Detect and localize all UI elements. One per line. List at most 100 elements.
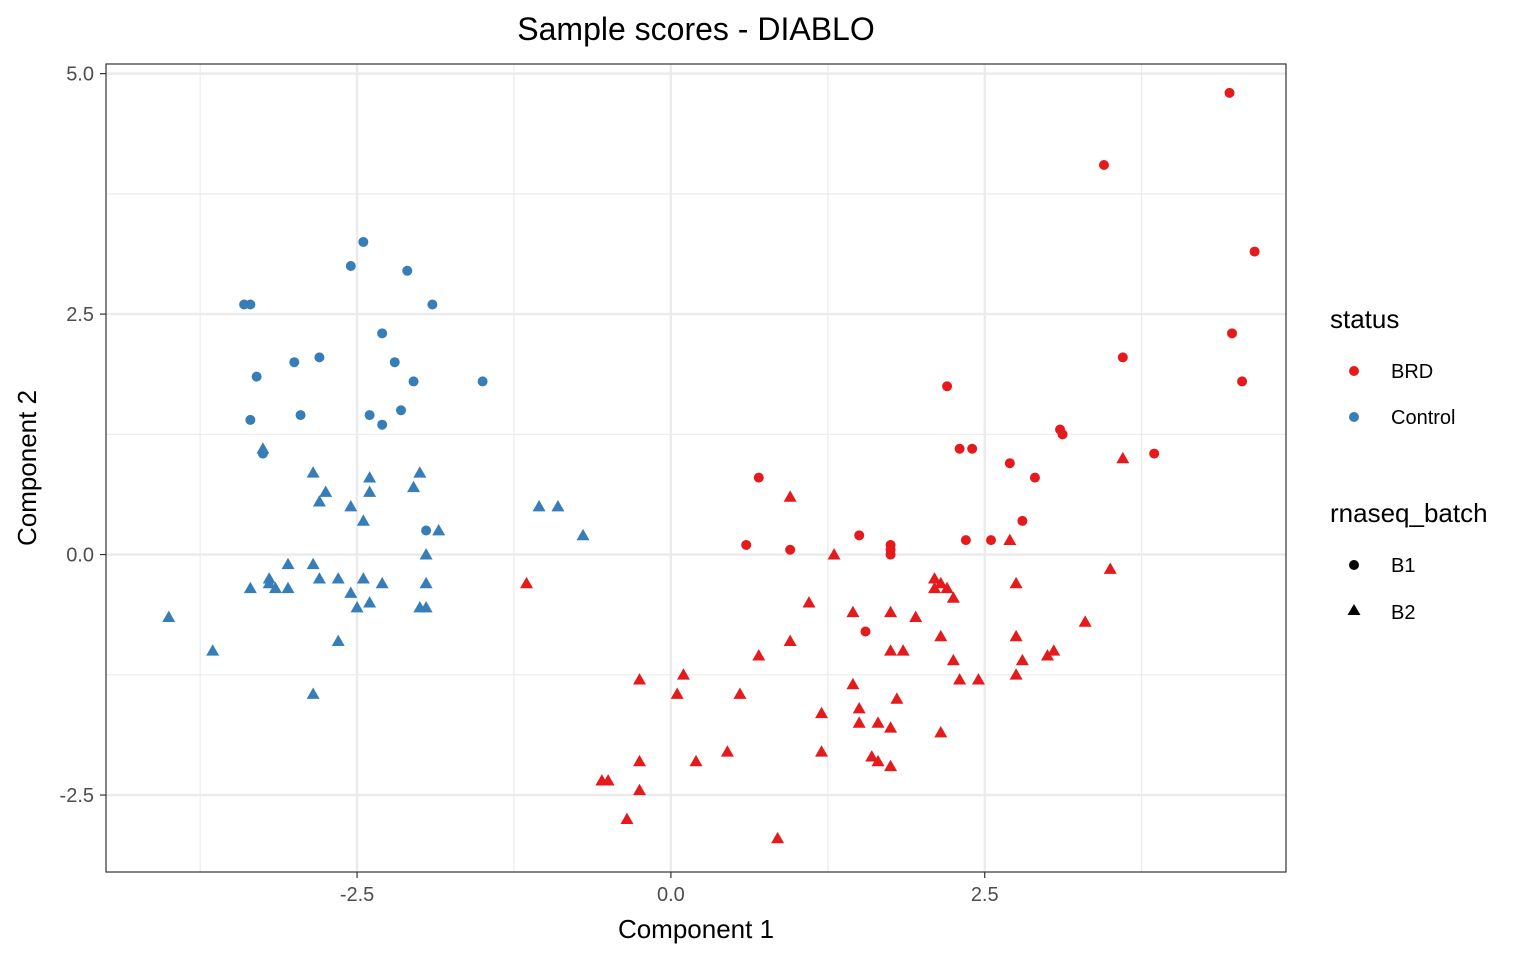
- point-brd-b2: [520, 576, 534, 589]
- point-brd-b1: [753, 472, 764, 483]
- point-control-b1: [408, 376, 419, 387]
- point-brd-b2: [1040, 649, 1054, 661]
- point-control-b2: [206, 644, 220, 656]
- point-brd-b1: [1237, 376, 1248, 387]
- legend-b2-label: B2: [1391, 602, 1415, 624]
- point-brd-b2: [783, 634, 797, 647]
- point-brd-b2: [934, 576, 948, 589]
- point-brd-b1: [885, 544, 896, 555]
- point-brd-b1: [741, 539, 752, 550]
- x-tick-label: 2.5: [971, 884, 999, 906]
- x-axis: -2.5 0.0 2.5: [340, 872, 999, 906]
- plot-border: [105, 63, 1287, 873]
- point-control-b2: [532, 499, 546, 512]
- point-brd-b2: [934, 726, 948, 738]
- point-control-b2: [268, 581, 282, 594]
- point-control-b1: [358, 236, 369, 247]
- point-brd-b2: [633, 754, 647, 767]
- point-control-b1: [245, 299, 256, 310]
- point-brd-b2: [752, 649, 766, 661]
- point-brd-b2: [670, 687, 684, 699]
- point-brd-b2: [1116, 451, 1130, 464]
- point-control-b1: [477, 376, 488, 387]
- point-control-b2: [350, 600, 364, 613]
- point-control-b2: [551, 499, 565, 512]
- legend-color-title: status: [1330, 304, 1399, 334]
- point-brd-b1: [1057, 429, 1068, 440]
- point-brd-b2: [909, 610, 923, 622]
- legend-b2-key: [1347, 604, 1361, 615]
- point-brd-b2: [620, 812, 634, 824]
- point-brd-b1: [967, 443, 978, 454]
- point-control-b2: [344, 586, 358, 598]
- y-axis-title: Component 2: [12, 390, 42, 546]
- point-brd-b2: [890, 692, 904, 704]
- legend-brd-label: BRD: [1391, 361, 1433, 383]
- point-brd-b2: [733, 687, 747, 699]
- point-brd-b1: [942, 381, 953, 392]
- legend-b1-key: [1349, 560, 1359, 570]
- point-control-b1: [402, 265, 413, 276]
- point-brd-b2: [1009, 629, 1023, 642]
- point-brd-b1: [1098, 160, 1109, 170]
- point-control-b1: [245, 414, 256, 425]
- point-brd-b1: [954, 443, 965, 454]
- point-control-b1: [289, 357, 300, 368]
- point-brd-b2: [815, 745, 829, 757]
- point-brd-b2: [940, 581, 954, 594]
- legend-shape-title: rnaseq_batch: [1330, 498, 1488, 528]
- point-control-b2: [319, 485, 333, 497]
- point-control-b1: [421, 525, 432, 536]
- point-control-b2: [413, 466, 427, 478]
- point-control-b2: [306, 466, 320, 478]
- point-brd-b1: [1117, 352, 1128, 363]
- point-brd-b2: [802, 596, 816, 608]
- point-control-b1: [251, 371, 262, 382]
- point-control-b2: [419, 600, 433, 613]
- point-brd-b2: [946, 591, 960, 603]
- point-control-b2: [432, 524, 446, 536]
- point-brd-b2: [852, 716, 866, 728]
- point-brd-b2: [846, 605, 860, 618]
- point-control-b2: [162, 610, 176, 622]
- point-brd-b2: [865, 750, 879, 762]
- point-brd-b2: [871, 716, 885, 728]
- point-brd-b1: [1017, 515, 1028, 526]
- point-brd-b2: [1078, 615, 1092, 627]
- data-points: [162, 87, 1260, 844]
- point-brd-b2: [720, 745, 734, 757]
- point-brd-b1: [1227, 328, 1238, 339]
- y-tick-label: 0.0: [66, 545, 94, 567]
- point-brd-b2: [884, 759, 898, 772]
- point-brd-b2: [783, 490, 797, 502]
- point-brd-b2: [884, 721, 898, 733]
- point-brd-b1: [986, 535, 996, 546]
- point-brd-b1: [785, 544, 796, 555]
- point-brd-b2: [971, 673, 985, 685]
- point-control-b2: [331, 572, 345, 584]
- point-control-b1: [389, 357, 400, 368]
- point-brd-b2: [1009, 576, 1023, 589]
- point-brd-b2: [771, 831, 785, 844]
- point-brd-b2: [896, 644, 910, 656]
- point-control-b1: [364, 410, 375, 421]
- point-brd-b2: [928, 572, 942, 584]
- point-control-b2: [419, 576, 433, 589]
- point-brd-b1: [1224, 87, 1235, 98]
- point-brd-b2: [1047, 644, 1061, 656]
- point-brd-b2: [633, 783, 647, 796]
- point-brd-b2: [676, 668, 690, 680]
- point-control-b1: [345, 261, 356, 271]
- point-control-b2: [576, 528, 590, 541]
- point-brd-b1: [1249, 246, 1260, 257]
- x-tick-label: 0.0: [657, 884, 685, 906]
- plot-panel: [106, 64, 1286, 872]
- legend-control-label: Control: [1391, 407, 1455, 429]
- point-control-b2: [363, 596, 377, 608]
- point-brd-b1: [1004, 458, 1015, 469]
- point-control-b2: [262, 576, 276, 589]
- y-axis: -2.5 0.0 2.5 5.0: [60, 64, 106, 807]
- point-control-b2: [306, 557, 320, 570]
- point-control-b2: [419, 548, 433, 560]
